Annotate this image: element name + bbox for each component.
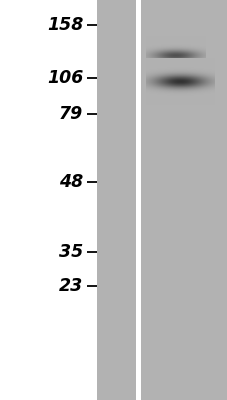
Text: 106: 106 (47, 69, 83, 87)
Bar (96, 0, 227, 400)
Text: 79: 79 (59, 105, 83, 123)
Text: 48: 48 (59, 173, 83, 191)
Text: 158: 158 (47, 16, 83, 34)
Text: 35: 35 (59, 243, 83, 261)
Bar (135, 0, 141, 400)
Text: 23: 23 (59, 277, 83, 295)
